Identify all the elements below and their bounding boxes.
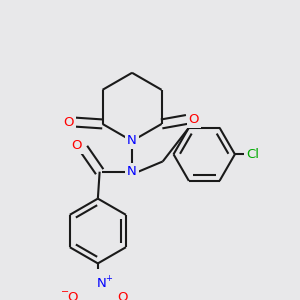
Text: O: O — [68, 291, 78, 300]
Text: O: O — [63, 116, 74, 129]
Text: N: N — [127, 134, 137, 148]
Text: −: − — [61, 287, 69, 297]
Text: O: O — [118, 291, 128, 300]
Text: +: + — [105, 274, 112, 283]
Text: O: O — [71, 139, 82, 152]
Text: N: N — [97, 277, 106, 290]
Text: N: N — [127, 165, 137, 178]
Text: Cl: Cl — [246, 148, 260, 161]
Text: O: O — [189, 113, 199, 126]
